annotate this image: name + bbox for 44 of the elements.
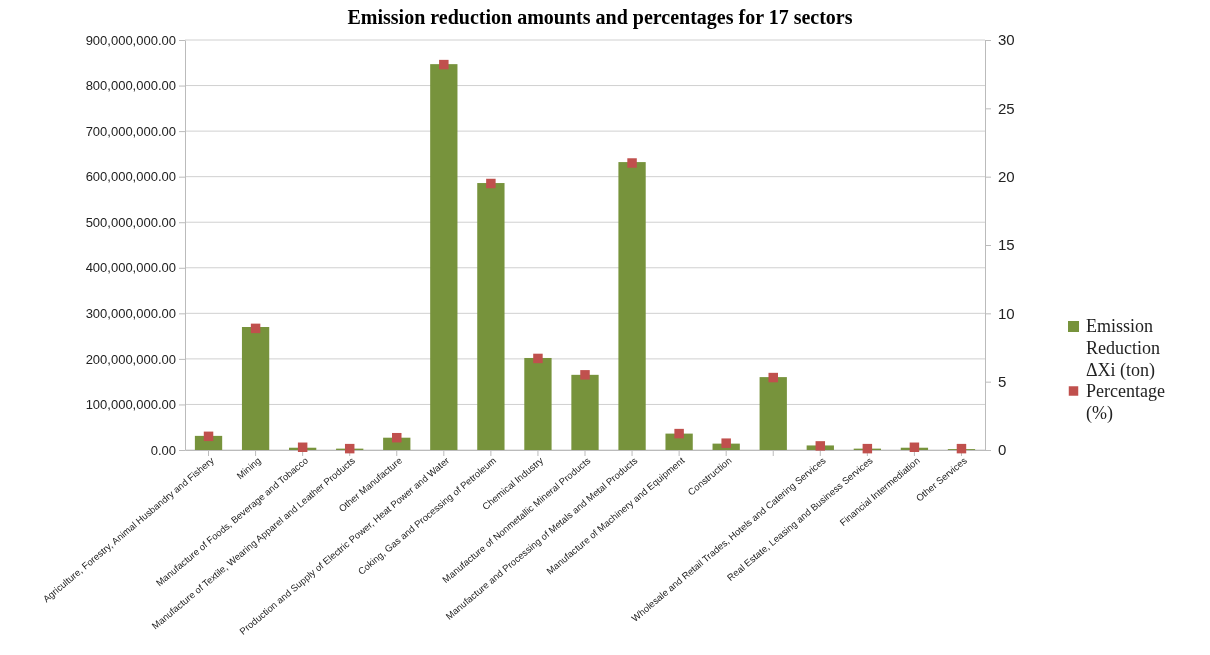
point — [674, 428, 684, 439]
chart-title: Emission reduction amounts and percentages for 17 sectors — [347, 6, 853, 29]
y2-tick-label: 15 — [998, 236, 1015, 254]
point — [297, 442, 308, 453]
point — [815, 441, 826, 451]
point — [721, 438, 731, 448]
point — [627, 158, 637, 168]
y-tick-label: 0.00 — [150, 442, 176, 458]
point — [768, 372, 778, 383]
bar — [477, 183, 505, 450]
y2-tick-label: 20 — [998, 167, 1015, 185]
point — [250, 323, 261, 334]
y-tick-label: 900,000,000.00 — [85, 32, 176, 48]
point — [862, 443, 873, 454]
y-tick-label: 800,000,000.00 — [85, 78, 176, 94]
point — [580, 370, 590, 380]
bar — [759, 377, 787, 450]
y2-tick-label: 30 — [998, 31, 1015, 49]
point — [533, 353, 543, 364]
y-tick-label: 500,000,000.00 — [85, 214, 176, 230]
point — [439, 59, 449, 70]
point — [203, 431, 214, 442]
y2-tick-label: 10 — [998, 304, 1015, 322]
y-tick-label: 300,000,000.00 — [85, 305, 176, 321]
bar — [241, 327, 270, 450]
legend-label: Percentage (%) — [1086, 381, 1165, 424]
point — [344, 443, 355, 454]
y-tick-label: 700,000,000.00 — [85, 123, 176, 139]
y2-tick-label: 5 — [998, 372, 1007, 390]
point — [392, 432, 402, 443]
point — [486, 178, 496, 189]
point — [909, 442, 920, 453]
y-tick-label: 200,000,000.00 — [85, 351, 176, 367]
y-tick-label: 400,000,000.00 — [85, 260, 176, 276]
bar — [571, 374, 599, 450]
y-tick-label: 600,000,000.00 — [85, 169, 176, 185]
y2-tick-label: 0 — [998, 441, 1007, 459]
point — [956, 443, 967, 454]
bar — [524, 357, 552, 450]
bar — [618, 162, 646, 450]
y-tick-label: 100,000,000.00 — [85, 397, 176, 413]
bar — [430, 64, 458, 450]
legend-label: Emission Reduction ΔXi (ton) — [1086, 316, 1160, 381]
y2-tick-label: 25 — [998, 99, 1015, 117]
